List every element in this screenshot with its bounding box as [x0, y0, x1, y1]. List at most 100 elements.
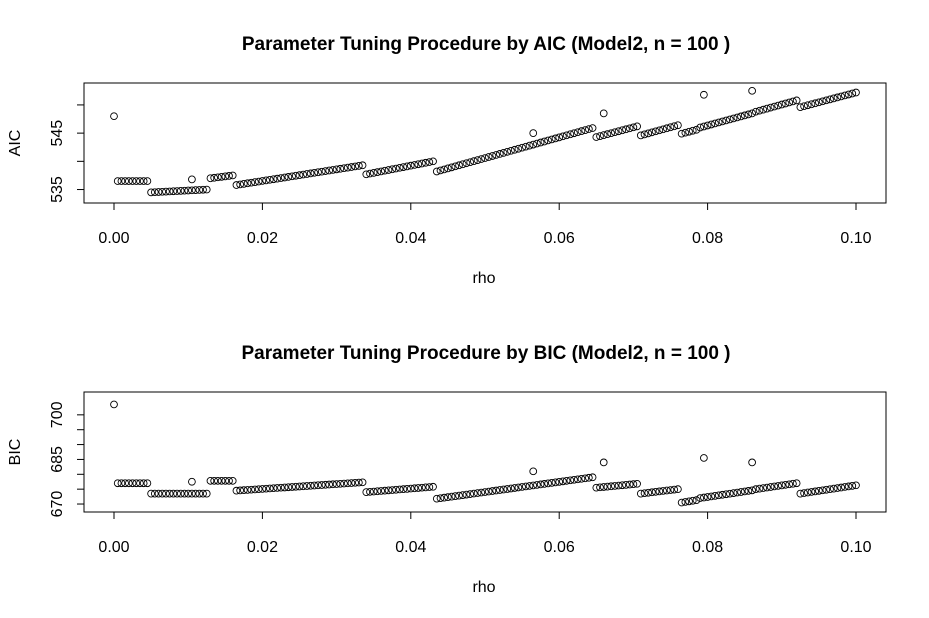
aic-point [418, 159, 426, 168]
bic-point [492, 486, 500, 495]
bic-point [785, 480, 794, 489]
bic-point [599, 483, 608, 491]
bic-point [232, 486, 241, 495]
aic-point [403, 162, 411, 171]
aic-point [288, 172, 296, 181]
aic-point [518, 143, 526, 152]
bic-point [277, 483, 285, 492]
bic-point [514, 483, 523, 492]
aic-point [458, 160, 467, 169]
bic-point [403, 485, 411, 493]
aic-point [436, 166, 445, 175]
bic-x-axis: 0.00 0.02 0.04 0.06 0.08 0.10 [98, 512, 872, 556]
bic-point [377, 487, 385, 495]
aic-x-axis: 0.00 0.02 0.04 0.06 0.08 0.10 [98, 203, 872, 247]
bic-point [410, 484, 419, 493]
aic-point [169, 187, 178, 196]
aic-point [633, 122, 641, 131]
bic-point [562, 476, 571, 485]
aic-point [221, 172, 230, 181]
aic-point [117, 177, 126, 185]
aic-point [696, 123, 705, 132]
aic-point [718, 117, 727, 126]
bic-point [629, 480, 638, 489]
bic-point [247, 485, 256, 494]
aic-point [139, 177, 148, 185]
bic-point [139, 479, 148, 488]
aic-point [514, 144, 523, 153]
bic-point [551, 478, 560, 487]
bic-point [136, 479, 144, 488]
aic-point [473, 156, 482, 164]
aic-point [636, 131, 645, 140]
aic-point [792, 96, 801, 105]
bic-point [470, 489, 478, 498]
aic-point [551, 134, 560, 143]
aic-point [618, 126, 627, 135]
bic-point [195, 489, 204, 498]
bic-point [436, 494, 445, 503]
bic-point [306, 481, 315, 490]
aic-point [573, 128, 582, 137]
aic-point [562, 131, 571, 140]
aic-point [228, 171, 237, 180]
aic-point [837, 92, 846, 101]
aic-point [291, 171, 300, 180]
aic-point [844, 90, 853, 99]
aic-point [366, 169, 374, 178]
bic-y-tick-label: 700 [49, 401, 66, 428]
aic-point [273, 174, 282, 183]
aic-x-tick-label: 0.04 [395, 230, 426, 247]
aic-point [136, 177, 144, 185]
aic-point [507, 146, 515, 155]
bic-point [662, 486, 671, 495]
bic-point [711, 492, 719, 500]
aic-y-axis-label: AIC [7, 130, 24, 157]
aic-point [236, 180, 244, 189]
aic-point [625, 124, 634, 133]
aic-point [744, 110, 753, 119]
bic-point [124, 479, 133, 488]
aic-point [258, 177, 267, 185]
bic-point [651, 487, 660, 496]
bic-point [191, 489, 200, 498]
aic-point [521, 142, 530, 151]
aic-point [184, 186, 193, 195]
aic-point [766, 103, 775, 112]
aic-point [525, 141, 534, 150]
aic-chart: Parameter Tuning Procedure by AIC (Model… [7, 34, 887, 287]
bic-point [707, 492, 716, 501]
bic-point [280, 483, 289, 492]
bic-point [451, 492, 460, 500]
aic-point [225, 172, 233, 180]
aic-point [206, 174, 215, 183]
aic-point [299, 170, 308, 179]
aic-y-tick-label: 535 [49, 176, 66, 203]
aic-point [392, 164, 400, 173]
bic-point [610, 482, 619, 490]
aic-point [599, 131, 608, 139]
bic-y-tick-label: 670 [49, 491, 66, 518]
bic-point [158, 489, 167, 498]
aic-point [254, 177, 263, 186]
bic-point [444, 493, 452, 501]
aic-point [150, 188, 159, 197]
bic-plot-frame [83, 391, 887, 513]
bic-point [751, 485, 760, 494]
aic-point [529, 140, 538, 149]
aic-point [340, 164, 348, 173]
aic-outlier-point [700, 90, 708, 99]
aic-point [121, 177, 129, 185]
bic-point [418, 483, 426, 492]
aic-point [462, 159, 471, 168]
aic-point [406, 161, 415, 170]
aic-point [165, 187, 174, 196]
bic-point [755, 484, 764, 493]
aic-point [421, 158, 430, 167]
aic-point [751, 107, 760, 116]
bic-chart-title: Parameter Tuning Procedure by BIC (Model… [241, 343, 730, 364]
aic-point [603, 130, 612, 139]
aic-x-tick-label: 0.02 [247, 230, 278, 247]
aic-point [128, 177, 137, 185]
aic-point [247, 178, 256, 187]
